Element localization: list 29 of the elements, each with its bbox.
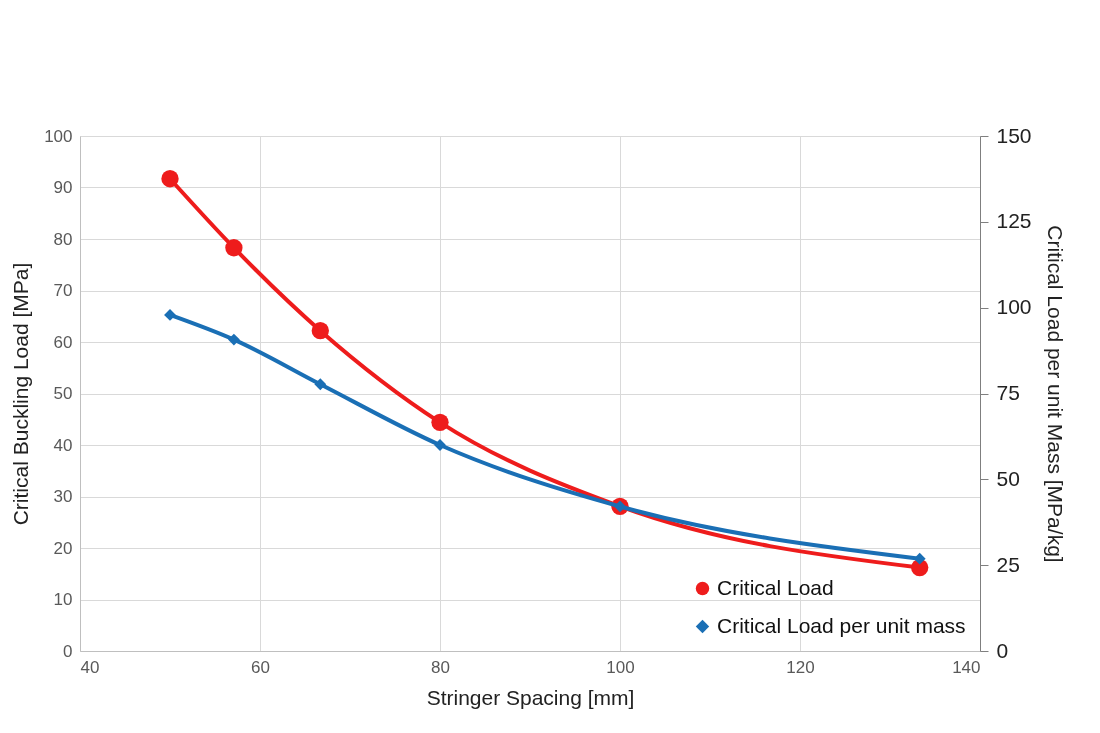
y-tick-label: 0 (63, 641, 73, 661)
x-tick-label: 80 (431, 657, 450, 677)
y-tick-label: 30 (53, 487, 73, 506)
legend-label: Critical Load (717, 575, 834, 599)
y-axis-title: Critical Buckling Load [MPa] (9, 262, 33, 526)
y-tick-label: 20 (53, 538, 73, 558)
y2-tick-label: 25 (996, 552, 1020, 576)
y2-tick-label: 100 (996, 295, 1032, 319)
x-tick-label: 60 (251, 657, 270, 677)
y2-tick-label: 50 (996, 466, 1020, 490)
y-tick-label: 10 (53, 590, 73, 609)
x-tick-label: 120 (786, 657, 815, 677)
y-tick-label: 40 (53, 435, 73, 455)
y2-tick-label: 125 (996, 209, 1032, 233)
y-tick-label: 50 (53, 384, 73, 403)
y-tick-label: 100 (44, 126, 73, 146)
y2-tick-label: 75 (996, 381, 1020, 404)
x-axis-title: Stringer Spacing [mm] (426, 685, 635, 709)
y-tick-label: 90 (53, 178, 73, 197)
x-tick-label: 40 (80, 657, 100, 677)
x-tick-label: 140 (952, 657, 981, 677)
y2-axis-title: Critical Load per unit Mass [MPa/kg] (1043, 225, 1067, 563)
y-tick-label: 70 (53, 281, 73, 300)
y-tick-label: 80 (53, 229, 73, 249)
y2-tick-label: 0 (996, 638, 1009, 662)
y-tick-label: 60 (53, 332, 73, 352)
legend-label: Critical Load per unit mass (717, 613, 966, 637)
y2-tick-label: 150 (996, 123, 1032, 147)
x-tick-label: 100 (606, 657, 635, 677)
